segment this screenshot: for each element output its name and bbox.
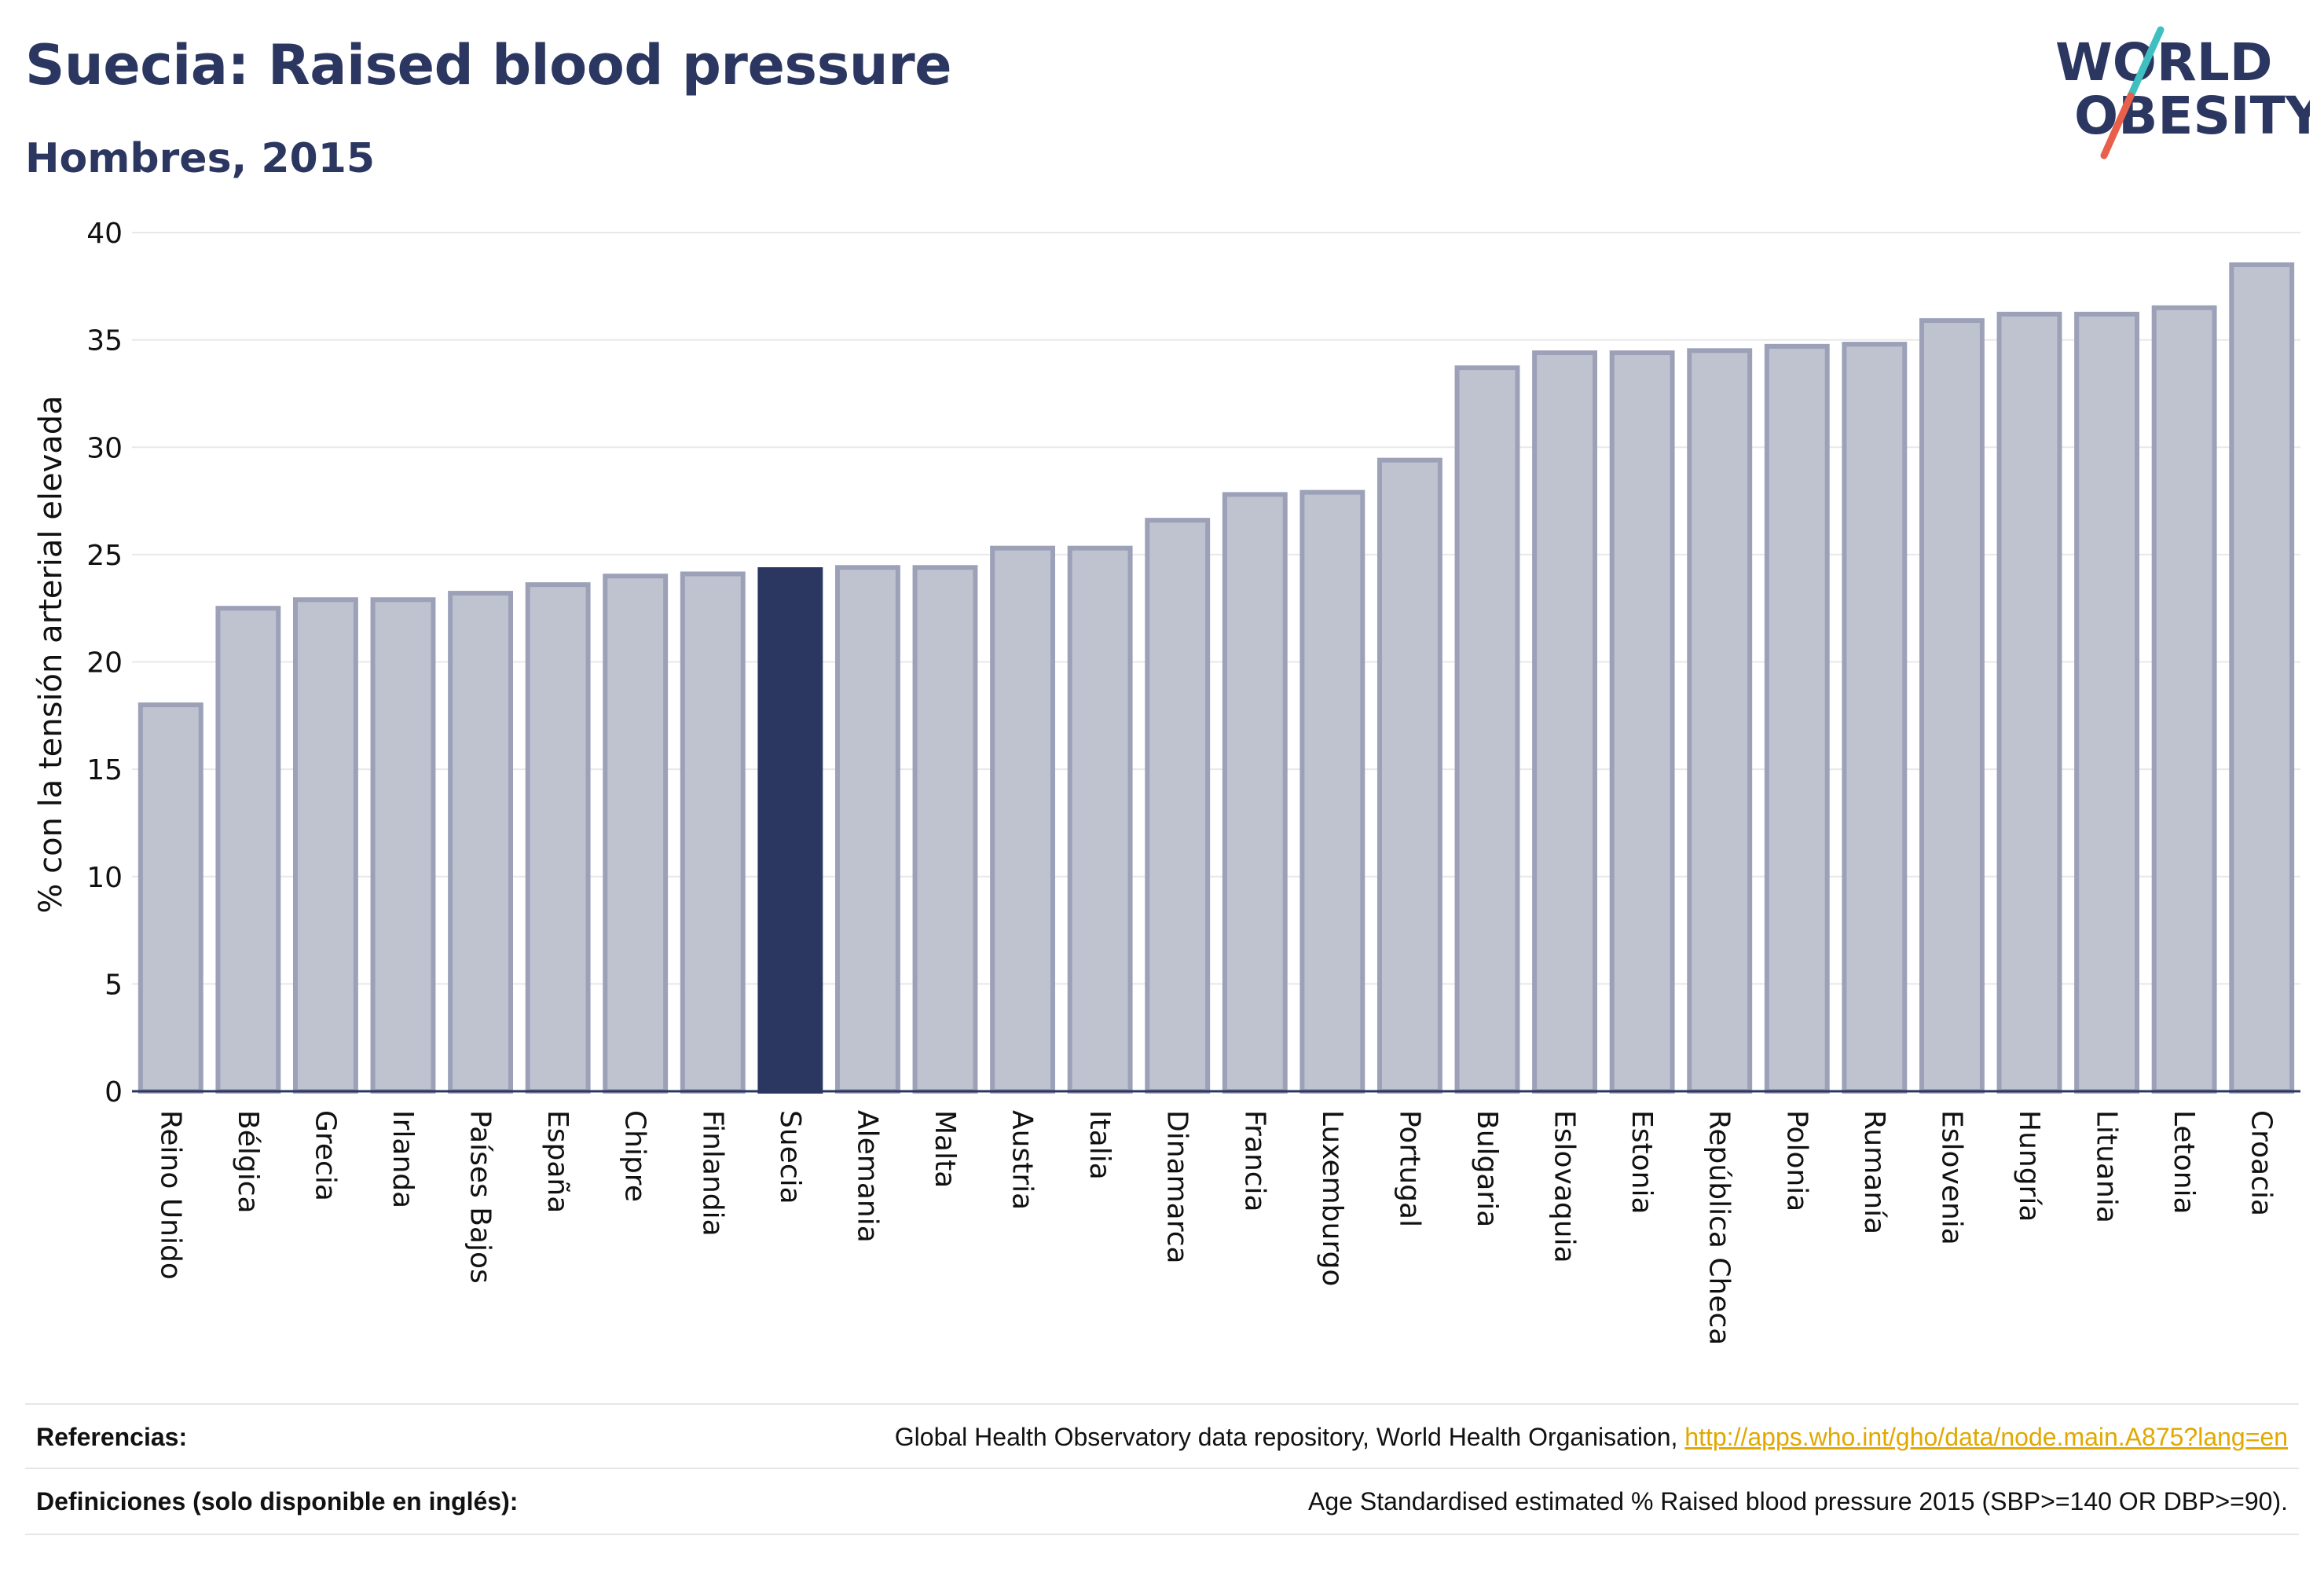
x-tick-label: Lituania <box>2091 1110 2123 1223</box>
x-tick-label: Eslovaquia <box>1549 1110 1581 1263</box>
bar-alemania <box>834 565 900 1094</box>
x-tick-label: Hungría <box>2013 1110 2045 1222</box>
bar-portugal <box>1376 457 1442 1094</box>
y-tick-label: 20 <box>86 647 123 680</box>
references-label: Referencias: <box>36 1422 188 1451</box>
x-tick-label: Eslovenia <box>1935 1110 1967 1245</box>
y-axis-ticks: 0 5 10 15 20 25 30 35 40 <box>86 218 123 1109</box>
bar-españa <box>525 582 591 1094</box>
y-axis-label: % con la tensión arterial elevada <box>33 395 69 913</box>
bar-luxemburgo <box>1299 489 1365 1094</box>
x-tick-label: Bélgica <box>232 1110 264 1214</box>
references-value: Global Health Observatory data repositor… <box>895 1423 2299 1452</box>
x-tick-label: Alemania <box>851 1110 883 1243</box>
bar-italia <box>1067 545 1133 1094</box>
bar-irlanda <box>370 597 436 1094</box>
chart-subtitle: Hombres, 2015 <box>25 135 376 182</box>
x-tick-label: Malta <box>929 1110 961 1188</box>
x-tick-label: Bulgaria <box>1471 1110 1503 1227</box>
x-tick-label: Austria <box>1006 1110 1039 1210</box>
bar-letonia <box>2151 305 2217 1094</box>
x-tick-label: Polonia <box>1780 1110 1813 1211</box>
x-tick-label: Italia <box>1083 1110 1116 1180</box>
bar-grecia <box>292 597 358 1094</box>
references-link[interactable]: http://apps.who.int/gho/data/node.main.A… <box>1684 1422 2288 1451</box>
x-tick-label: Finlandia <box>696 1110 728 1237</box>
y-tick-label: 10 <box>86 862 123 894</box>
world-obesity-logo: WORLD OBESITY <box>2055 26 2310 159</box>
y-tick-label: 5 <box>104 969 123 1001</box>
x-tick-label: Reino Unido <box>154 1110 186 1280</box>
y-tick-label: 35 <box>86 325 123 357</box>
references-row: Referencias: Global Health Observatory d… <box>25 1403 2299 1469</box>
x-tick-label: Letonia <box>2168 1110 2200 1215</box>
bar-países-bajos <box>448 591 514 1094</box>
x-axis-ticks: Reino Unido Bélgica Grecia Irlanda Países Ba… <box>154 1110 2277 1345</box>
bar-finlandia <box>680 571 746 1094</box>
x-tick-label: República Checa <box>1703 1110 1736 1345</box>
x-tick-label: Dinamarca <box>1161 1110 1193 1264</box>
y-tick-label: 25 <box>86 540 123 572</box>
y-tick-label: 30 <box>86 432 123 464</box>
x-tick-label: Rumanía <box>1858 1110 1890 1234</box>
x-tick-label: Suecia <box>774 1110 806 1204</box>
definitions-label: Definiciones (solo disponible en inglés)… <box>36 1486 519 1516</box>
bar-chart: 0 5 10 15 20 25 30 35 40 Reino Unido Bélgica Greci… <box>33 218 2300 1345</box>
bar-república-checa <box>1687 348 1753 1094</box>
bar-polonia <box>1764 343 1830 1094</box>
logo-line1: WORLD <box>2055 32 2273 93</box>
logo-slash-teal-icon <box>2127 26 2165 100</box>
x-tick-label: Países Bajos <box>464 1110 497 1284</box>
bar-suecia <box>757 567 823 1094</box>
bar-francia <box>1222 492 1288 1094</box>
definitions-row: Definiciones (solo disponible en inglés)… <box>25 1468 2299 1535</box>
x-tick-label: Estonia <box>1626 1110 1658 1215</box>
x-tick-label: Croacia <box>2245 1110 2278 1216</box>
bar-croacia <box>2229 262 2295 1094</box>
bar-bulgaria <box>1454 365 1520 1094</box>
x-tick-label: Luxemburgo <box>1316 1110 1348 1286</box>
references-text: Global Health Observatory data repositor… <box>894 1422 1685 1451</box>
bar-lituania <box>2074 311 2140 1094</box>
x-tick-label: Francia <box>1238 1110 1270 1212</box>
y-tick-label: 40 <box>86 218 123 250</box>
x-tick-label: Irlanda <box>387 1110 419 1208</box>
y-tick-label: 15 <box>86 754 123 786</box>
bar-austria <box>990 545 1056 1094</box>
x-tick-label: España <box>541 1110 574 1213</box>
y-tick-label: 0 <box>104 1076 123 1109</box>
bar-eslovenia <box>1919 318 1985 1094</box>
bar-hungría <box>1996 311 2062 1094</box>
bar-malta <box>912 565 978 1094</box>
logo-slash-red-icon <box>2100 92 2135 159</box>
x-tick-label: Grecia <box>309 1110 341 1201</box>
x-tick-label: Portugal <box>1393 1110 1425 1227</box>
chart-title: Suecia: Raised blood pressure <box>25 33 952 97</box>
bar-reino-unido <box>137 702 203 1094</box>
bar-dinamarca <box>1145 518 1211 1094</box>
bar-eslovaquia <box>1532 350 1598 1094</box>
definitions-value: Age Standardised estimated % Raised bloo… <box>1308 1486 2288 1516</box>
bars <box>132 262 2300 1094</box>
bar-estonia <box>1609 350 1675 1094</box>
x-tick-label: Chipre <box>619 1110 651 1202</box>
bar-rumanía <box>1842 342 1908 1094</box>
bar-bélgica <box>215 606 281 1094</box>
bar-chipre <box>603 574 669 1094</box>
